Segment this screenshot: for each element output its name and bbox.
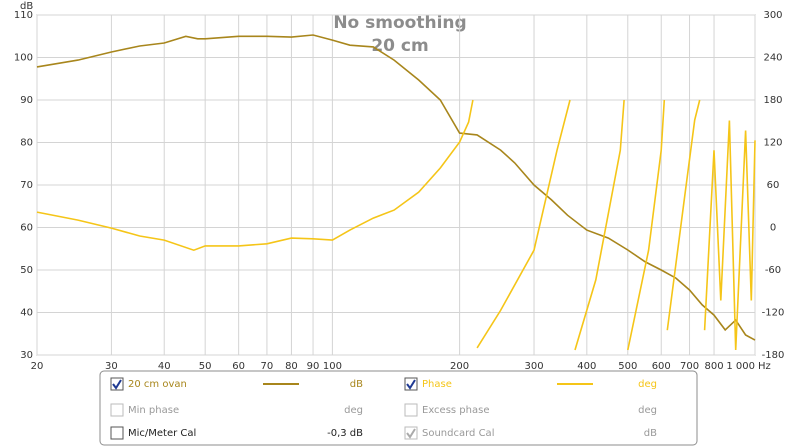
x-tick-label: 30 [105,361,118,372]
series-line [36,99,756,351]
y-tick-label: 70 [20,180,33,191]
y-tick-label: 40 [20,308,33,319]
x-tick-label: 300 [524,361,543,372]
y2-tick-label: 0 [770,223,776,234]
y2-tick-label: -180 [762,350,785,361]
x-unit: Hz [758,361,771,372]
y2-tick-label: -60 [765,265,781,276]
chart-title: No smoothing [333,13,466,33]
y2-tick-label: -120 [762,308,785,319]
option-unit: deg [638,405,657,416]
option-label: Soundcard Cal [422,428,494,439]
y-tick-label: 100 [14,53,33,64]
x-tick-label: 500 [618,361,637,372]
legend-label: Phase [422,379,452,390]
x-tick-label: 800 [704,361,723,372]
x-tick-label: 60 [232,361,245,372]
option-unit: -0,3 dB [327,428,363,439]
x-tick-label: 50 [199,361,212,372]
legend-unit: dB [350,379,363,390]
y2-tick-label: 120 [763,138,782,149]
x-tick-label: 20 [31,361,44,372]
option-label: Mic/Meter Cal [128,428,196,439]
check-mark [406,428,416,439]
chart-subtitle: 20 cm [371,36,428,56]
y-axis-label: dB [20,1,33,12]
series-line [36,34,756,341]
y2-tick-label: 180 [763,95,782,106]
option-checkbox[interactable] [404,403,418,417]
check-mark [112,379,122,390]
option-checkbox[interactable] [110,403,124,417]
x-tick-label: 100 [323,361,342,372]
y2-tick-label: 300 [763,10,782,21]
x-tick-label: 40 [158,361,171,372]
legend-panel [99,370,698,446]
y-tick-label: 80 [20,138,33,149]
check-mark [406,379,416,390]
x-tick-label: 600 [652,361,671,372]
legend-unit: deg [638,379,657,390]
y-tick-label: 50 [20,265,33,276]
option-label: Excess phase [422,405,490,416]
option-unit: deg [344,405,363,416]
option-label: Min phase [128,405,179,416]
y-tick-label: 110 [14,10,33,21]
x-tick-label: 80 [285,361,298,372]
y-tick-label: 30 [20,350,33,361]
x-tick-label: 400 [577,361,596,372]
y2-tick-label: 60 [767,180,780,191]
y-tick-label: 90 [20,95,33,106]
x-tick-label: 200 [450,361,469,372]
x-tick-label: 700 [680,361,699,372]
option-unit: dB [644,428,657,439]
x-tick-label: 1 000 [726,361,755,372]
legend-label: 20 cm ovan [128,379,187,390]
option-checkbox[interactable] [110,426,124,440]
x-tick-label: 70 [261,361,274,372]
y2-tick-label: 240 [763,53,782,64]
x-tick-label: 90 [307,361,320,372]
y-tick-label: 60 [20,223,33,234]
